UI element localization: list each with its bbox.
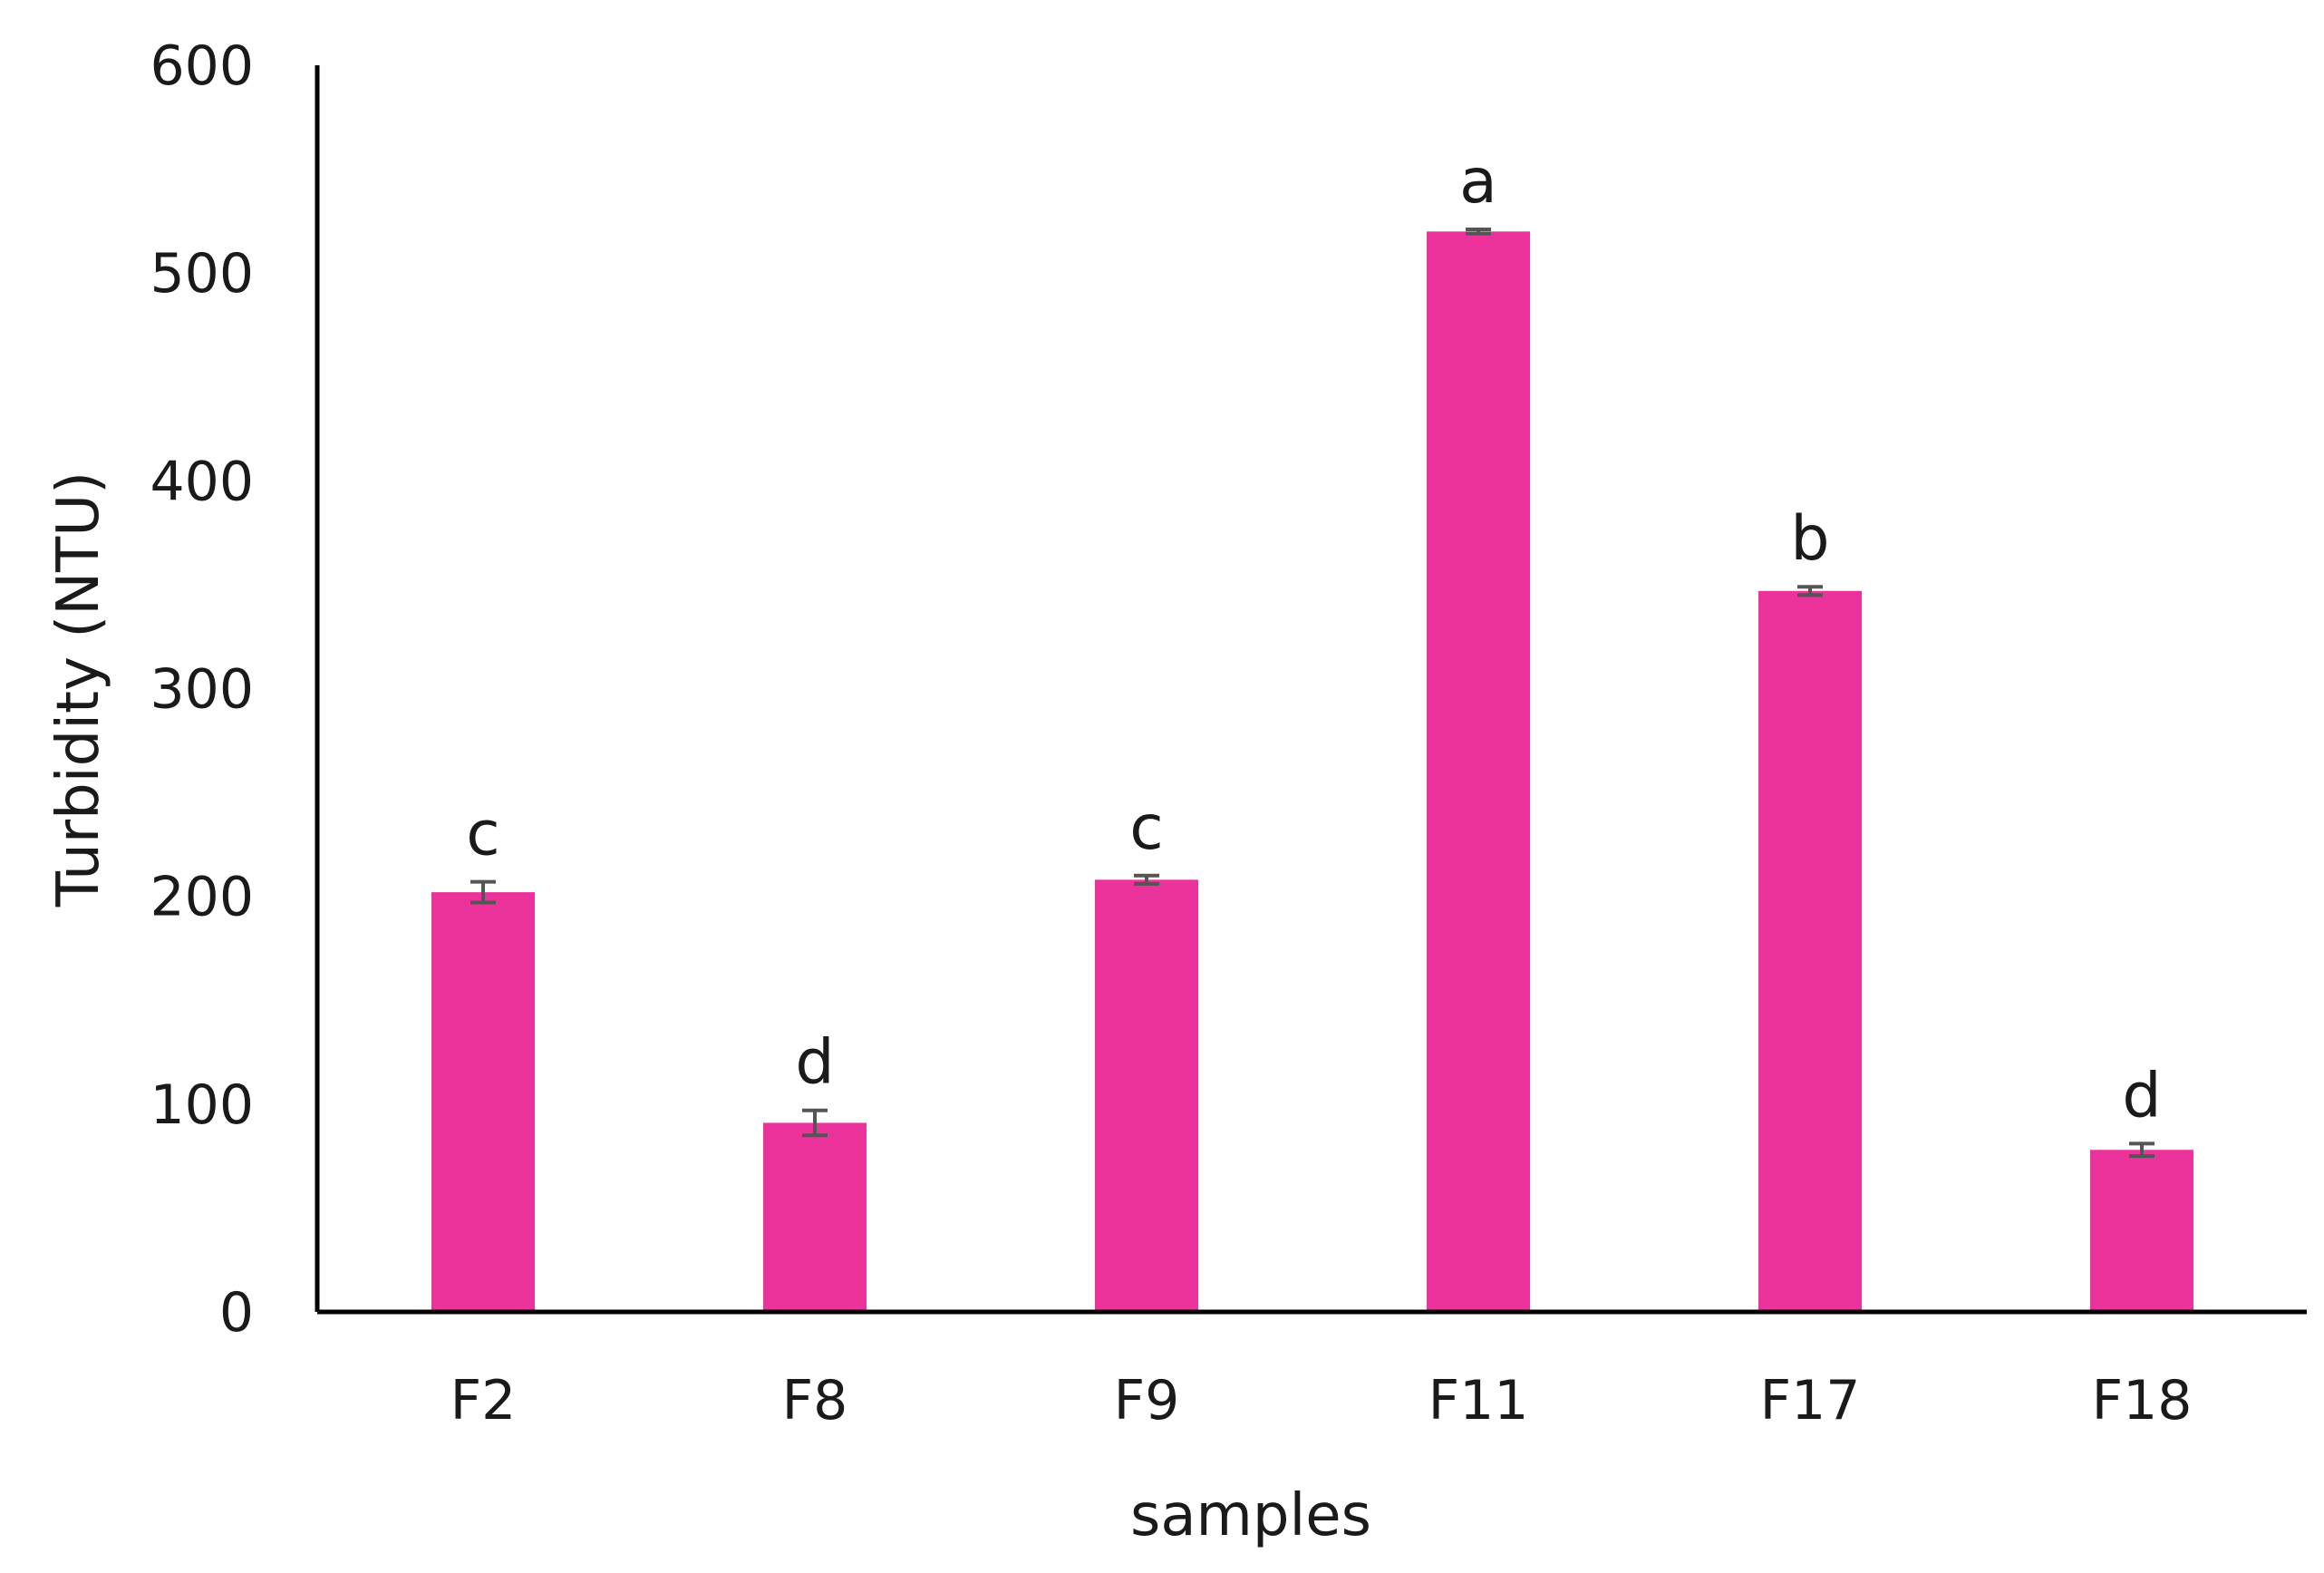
x-tick-label-f9: F9 — [1114, 1369, 1180, 1432]
bar-f9 — [1095, 879, 1198, 1312]
significance-label-f9: c — [1129, 792, 1163, 864]
y-tick-label: 0 — [219, 1281, 254, 1345]
y-tick-label: 300 — [150, 658, 254, 722]
significance-labels-group: c d c a b d — [466, 146, 2161, 1131]
bar-f8 — [763, 1122, 867, 1312]
x-tick-label-f18: F18 — [2092, 1369, 2193, 1432]
y-axis-ticks: 0 100 200 300 400 500 600 — [150, 34, 254, 1345]
y-tick-label: 600 — [150, 34, 254, 98]
error-bar-f11 — [1466, 228, 1491, 236]
error-bars-group — [470, 228, 2155, 1159]
error-bar-f8 — [802, 1108, 828, 1138]
x-tick-label-f8: F8 — [782, 1369, 848, 1432]
error-bar-f18 — [2129, 1141, 2155, 1159]
bar-f11 — [1427, 231, 1530, 1312]
x-axis-ticks: F2 F8 F9 F11 F17 F18 — [450, 1369, 2193, 1432]
significance-label-f18: d — [2122, 1060, 2161, 1131]
error-bar-f2 — [470, 879, 496, 905]
bars-group — [431, 231, 2193, 1312]
significance-label-f11: a — [1459, 146, 1497, 218]
y-axis-title: Turbidity (NTU) — [45, 471, 112, 908]
error-bar-f17 — [1797, 585, 1823, 597]
y-tick-label: 200 — [150, 866, 254, 929]
significance-label-f2: c — [466, 799, 499, 870]
bar-f2 — [431, 892, 535, 1312]
x-tick-label-f11: F11 — [1428, 1369, 1529, 1432]
y-tick-label: 400 — [150, 450, 254, 513]
significance-label-f8: d — [795, 1027, 834, 1099]
bar-f18 — [2090, 1150, 2193, 1312]
y-tick-label: 500 — [150, 242, 254, 306]
x-tick-label-f2: F2 — [450, 1369, 517, 1432]
x-axis-title: samples — [1130, 1482, 1371, 1549]
y-tick-label: 100 — [150, 1073, 254, 1137]
significance-label-f17: b — [1790, 503, 1829, 575]
x-tick-label-f17: F17 — [1760, 1369, 1861, 1432]
bar-f17 — [1758, 590, 1862, 1312]
error-bar-f9 — [1134, 873, 1159, 886]
